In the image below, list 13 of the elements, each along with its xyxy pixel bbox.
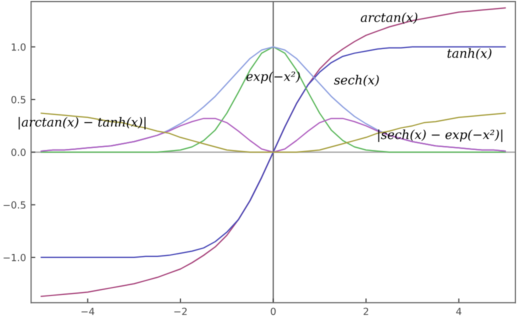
y-tick-label: 1.0 xyxy=(12,43,26,51)
y-tick-label: −1.0 xyxy=(4,254,26,262)
series-label: tanh(x) xyxy=(447,48,492,60)
x-tick-label: 0 xyxy=(270,308,276,316)
y-tick-label: 0.0 xyxy=(11,148,26,156)
series-label: arctan(x) xyxy=(360,12,418,24)
series-label: sech(x) xyxy=(334,74,379,86)
x-tick-label: 4 xyxy=(456,308,462,315)
y-tick-label: 0.5 xyxy=(11,96,26,104)
x-tick-label: 2 xyxy=(364,308,368,315)
x-tick-label: −2 xyxy=(174,308,187,315)
y-tick-label: −0.5 xyxy=(4,201,26,209)
x-tick-label: −4 xyxy=(82,308,94,315)
